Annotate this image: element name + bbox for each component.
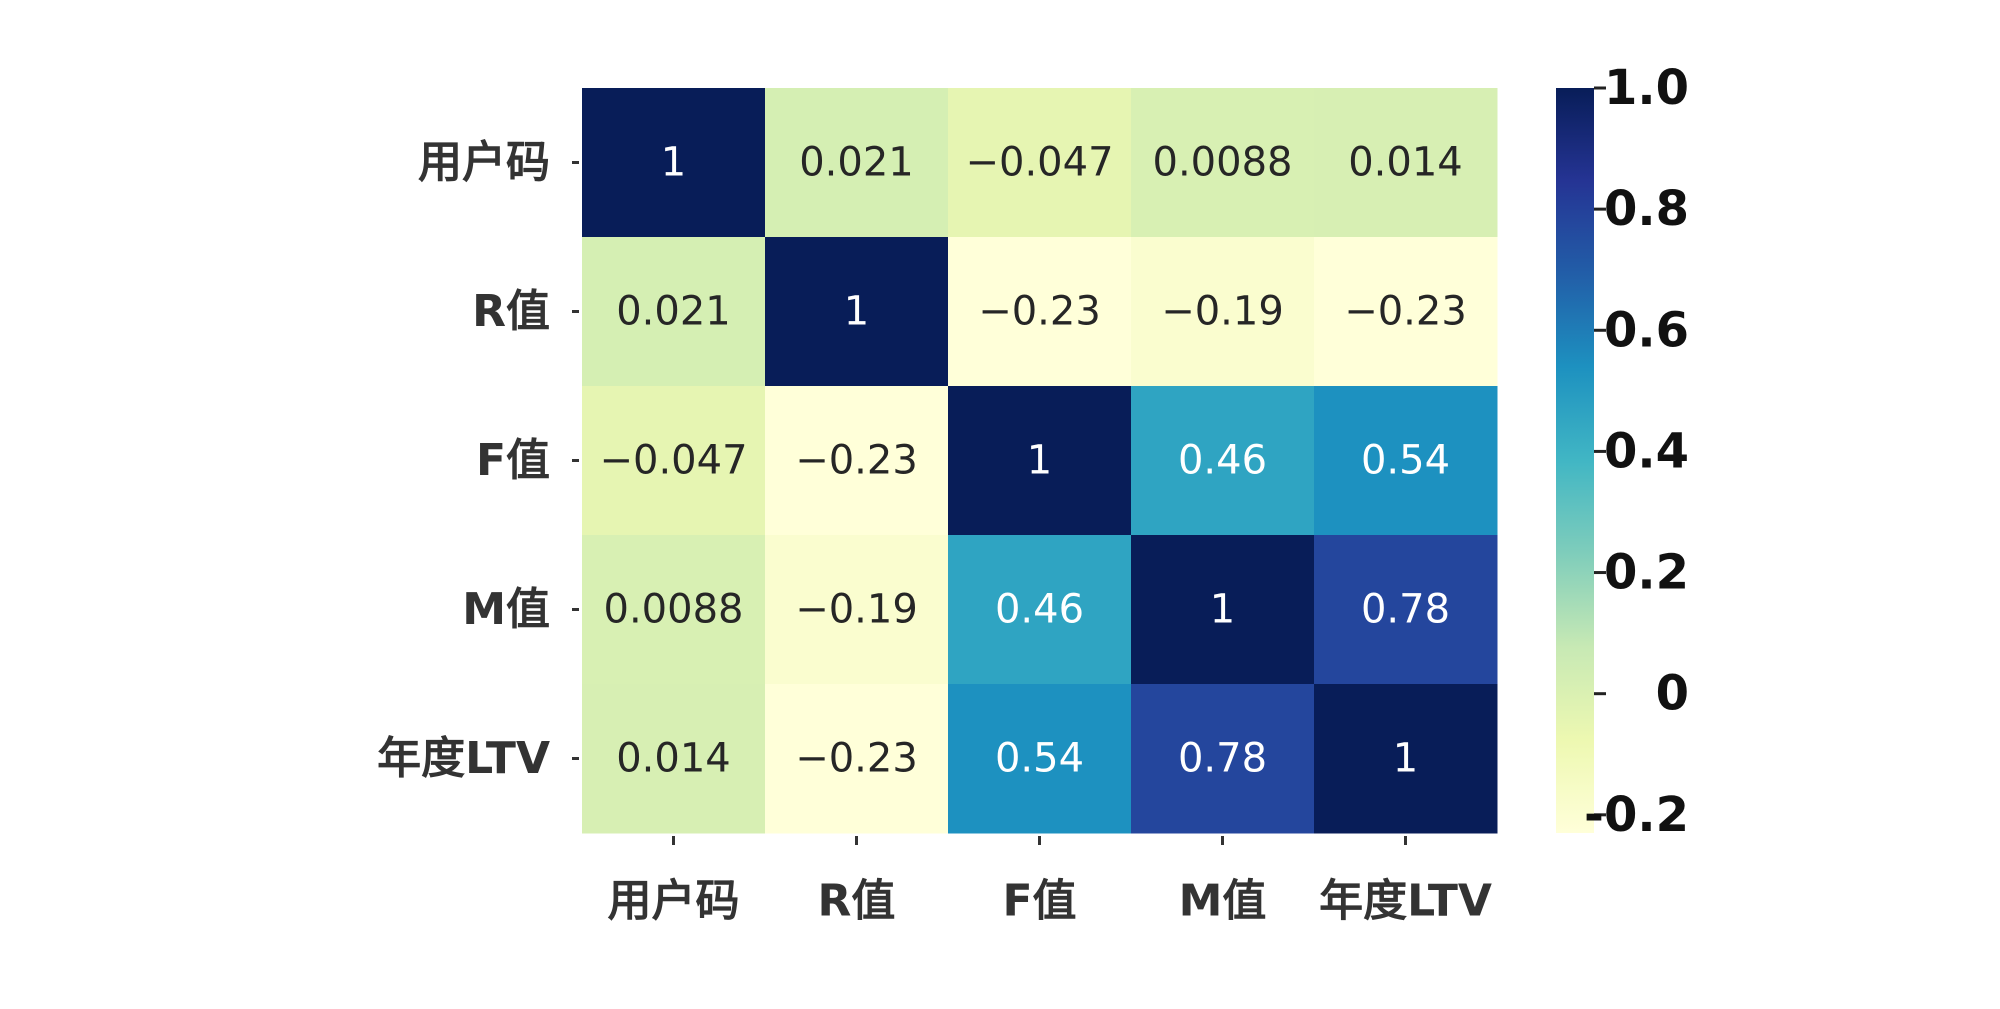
heatmap-cell-label: 0.78	[1178, 736, 1267, 782]
colorbar-tick-label: 0.6	[1604, 302, 1689, 358]
heatmap-cell	[582, 237, 766, 387]
heatmap-cell	[1131, 684, 1315, 834]
heatmap-cell	[765, 88, 949, 238]
heatmap-cell-label: −0.047	[965, 140, 1113, 186]
heatmap-cell-label: 0.021	[799, 140, 914, 186]
heatmap-cell	[948, 237, 1132, 387]
x-tick-label: F值	[1002, 876, 1076, 927]
heatmap-cell	[948, 386, 1132, 536]
heatmap-cell-labels: 1 0.021 −0.047 0.0088 0.014 0.021 1 −0.23 −0.19 −…	[599, 140, 1466, 782]
colorbar-tick-label: 0.8	[1604, 181, 1689, 237]
heatmap-cell-label: −0.23	[795, 438, 918, 484]
heatmap-cell-label: 0.78	[1361, 587, 1450, 633]
heatmap-cell-label: 1	[1210, 587, 1235, 633]
heatmap-cell	[1131, 88, 1315, 238]
y-tick-label: 用户码	[418, 137, 550, 188]
heatmap-cell-label: 1	[1393, 736, 1418, 782]
heatmap-cell	[582, 88, 766, 238]
colorbar: 1.0 0.8 0.6 0.4 0.2 0 -0.2	[1556, 60, 1689, 843]
heatmap-cell-label: −0.23	[1344, 289, 1467, 335]
heatmap-cell-label: −0.19	[1161, 289, 1284, 335]
x-tick-label: R值	[818, 876, 896, 927]
x-axis: 用户码 R值 F值 M值 年度LTV	[608, 836, 1492, 927]
x-tick-label: 用户码	[608, 876, 740, 927]
y-tick-label: F值	[476, 435, 550, 486]
heatmap-cell	[1314, 684, 1498, 834]
heatmap-cell-label: 0.46	[1178, 438, 1267, 484]
heatmap-cell-label: 0.0088	[604, 587, 744, 633]
heatmap-cell	[582, 386, 766, 536]
heatmap-cell-label: 1	[661, 140, 686, 186]
heatmap-cell-label: 1	[844, 289, 869, 335]
heatmap-cell	[765, 386, 949, 536]
heatmap-cell	[1131, 386, 1315, 536]
heatmap-cell-label: 0.014	[1348, 140, 1463, 186]
heatmap-cell-label: 1	[1027, 438, 1052, 484]
y-tick-label: M值	[462, 584, 550, 635]
heatmap-cell	[948, 535, 1132, 685]
colorbar-tick-label: 1.0	[1604, 60, 1689, 116]
x-tick-label: M值	[1179, 876, 1267, 927]
heatmap-cell	[765, 684, 949, 834]
heatmap-cell-label: −0.23	[978, 289, 1101, 335]
y-tick-label: 年度LTV	[377, 733, 550, 784]
heatmap-cell-label: 0.0088	[1153, 140, 1293, 186]
colorbar-tick-label: -0.2	[1584, 787, 1689, 843]
heatmap-cell-label: 0.014	[616, 736, 731, 782]
heatmap-cell	[948, 88, 1132, 238]
heatmap-cell-label: −0.23	[795, 736, 918, 782]
colorbar-gradient	[1556, 88, 1594, 833]
heatmap-cell-label: 0.54	[995, 736, 1084, 782]
colorbar-tick-label: 0	[1656, 666, 1689, 722]
heatmap-cell	[1314, 237, 1498, 387]
heatmap-cell	[1314, 88, 1498, 238]
heatmap-cells	[582, 88, 1498, 834]
x-tick-label: 年度LTV	[1319, 876, 1492, 927]
heatmap-cell	[765, 535, 949, 685]
heatmap-cell-label: 0.46	[995, 587, 1084, 633]
heatmap-cell	[1314, 535, 1498, 685]
heatmap-cell	[1131, 535, 1315, 685]
heatmap-cell	[948, 684, 1132, 834]
heatmap-cell-label: 0.021	[616, 289, 731, 335]
heatmap-cell	[582, 684, 766, 834]
colorbar-tick-label: 0.2	[1604, 545, 1689, 601]
heatmap-cell	[582, 535, 766, 685]
heatmap-cell	[1314, 386, 1498, 536]
y-tick-label: R值	[472, 286, 550, 337]
heatmap-cell-label: −0.047	[599, 438, 747, 484]
heatmap-cell	[765, 237, 949, 387]
heatmap-cell-label: 0.54	[1361, 438, 1450, 484]
heatmap-cell-label: −0.19	[795, 587, 918, 633]
colorbar-tick-label: 0.4	[1604, 423, 1689, 479]
heatmap-cell	[1131, 237, 1315, 387]
